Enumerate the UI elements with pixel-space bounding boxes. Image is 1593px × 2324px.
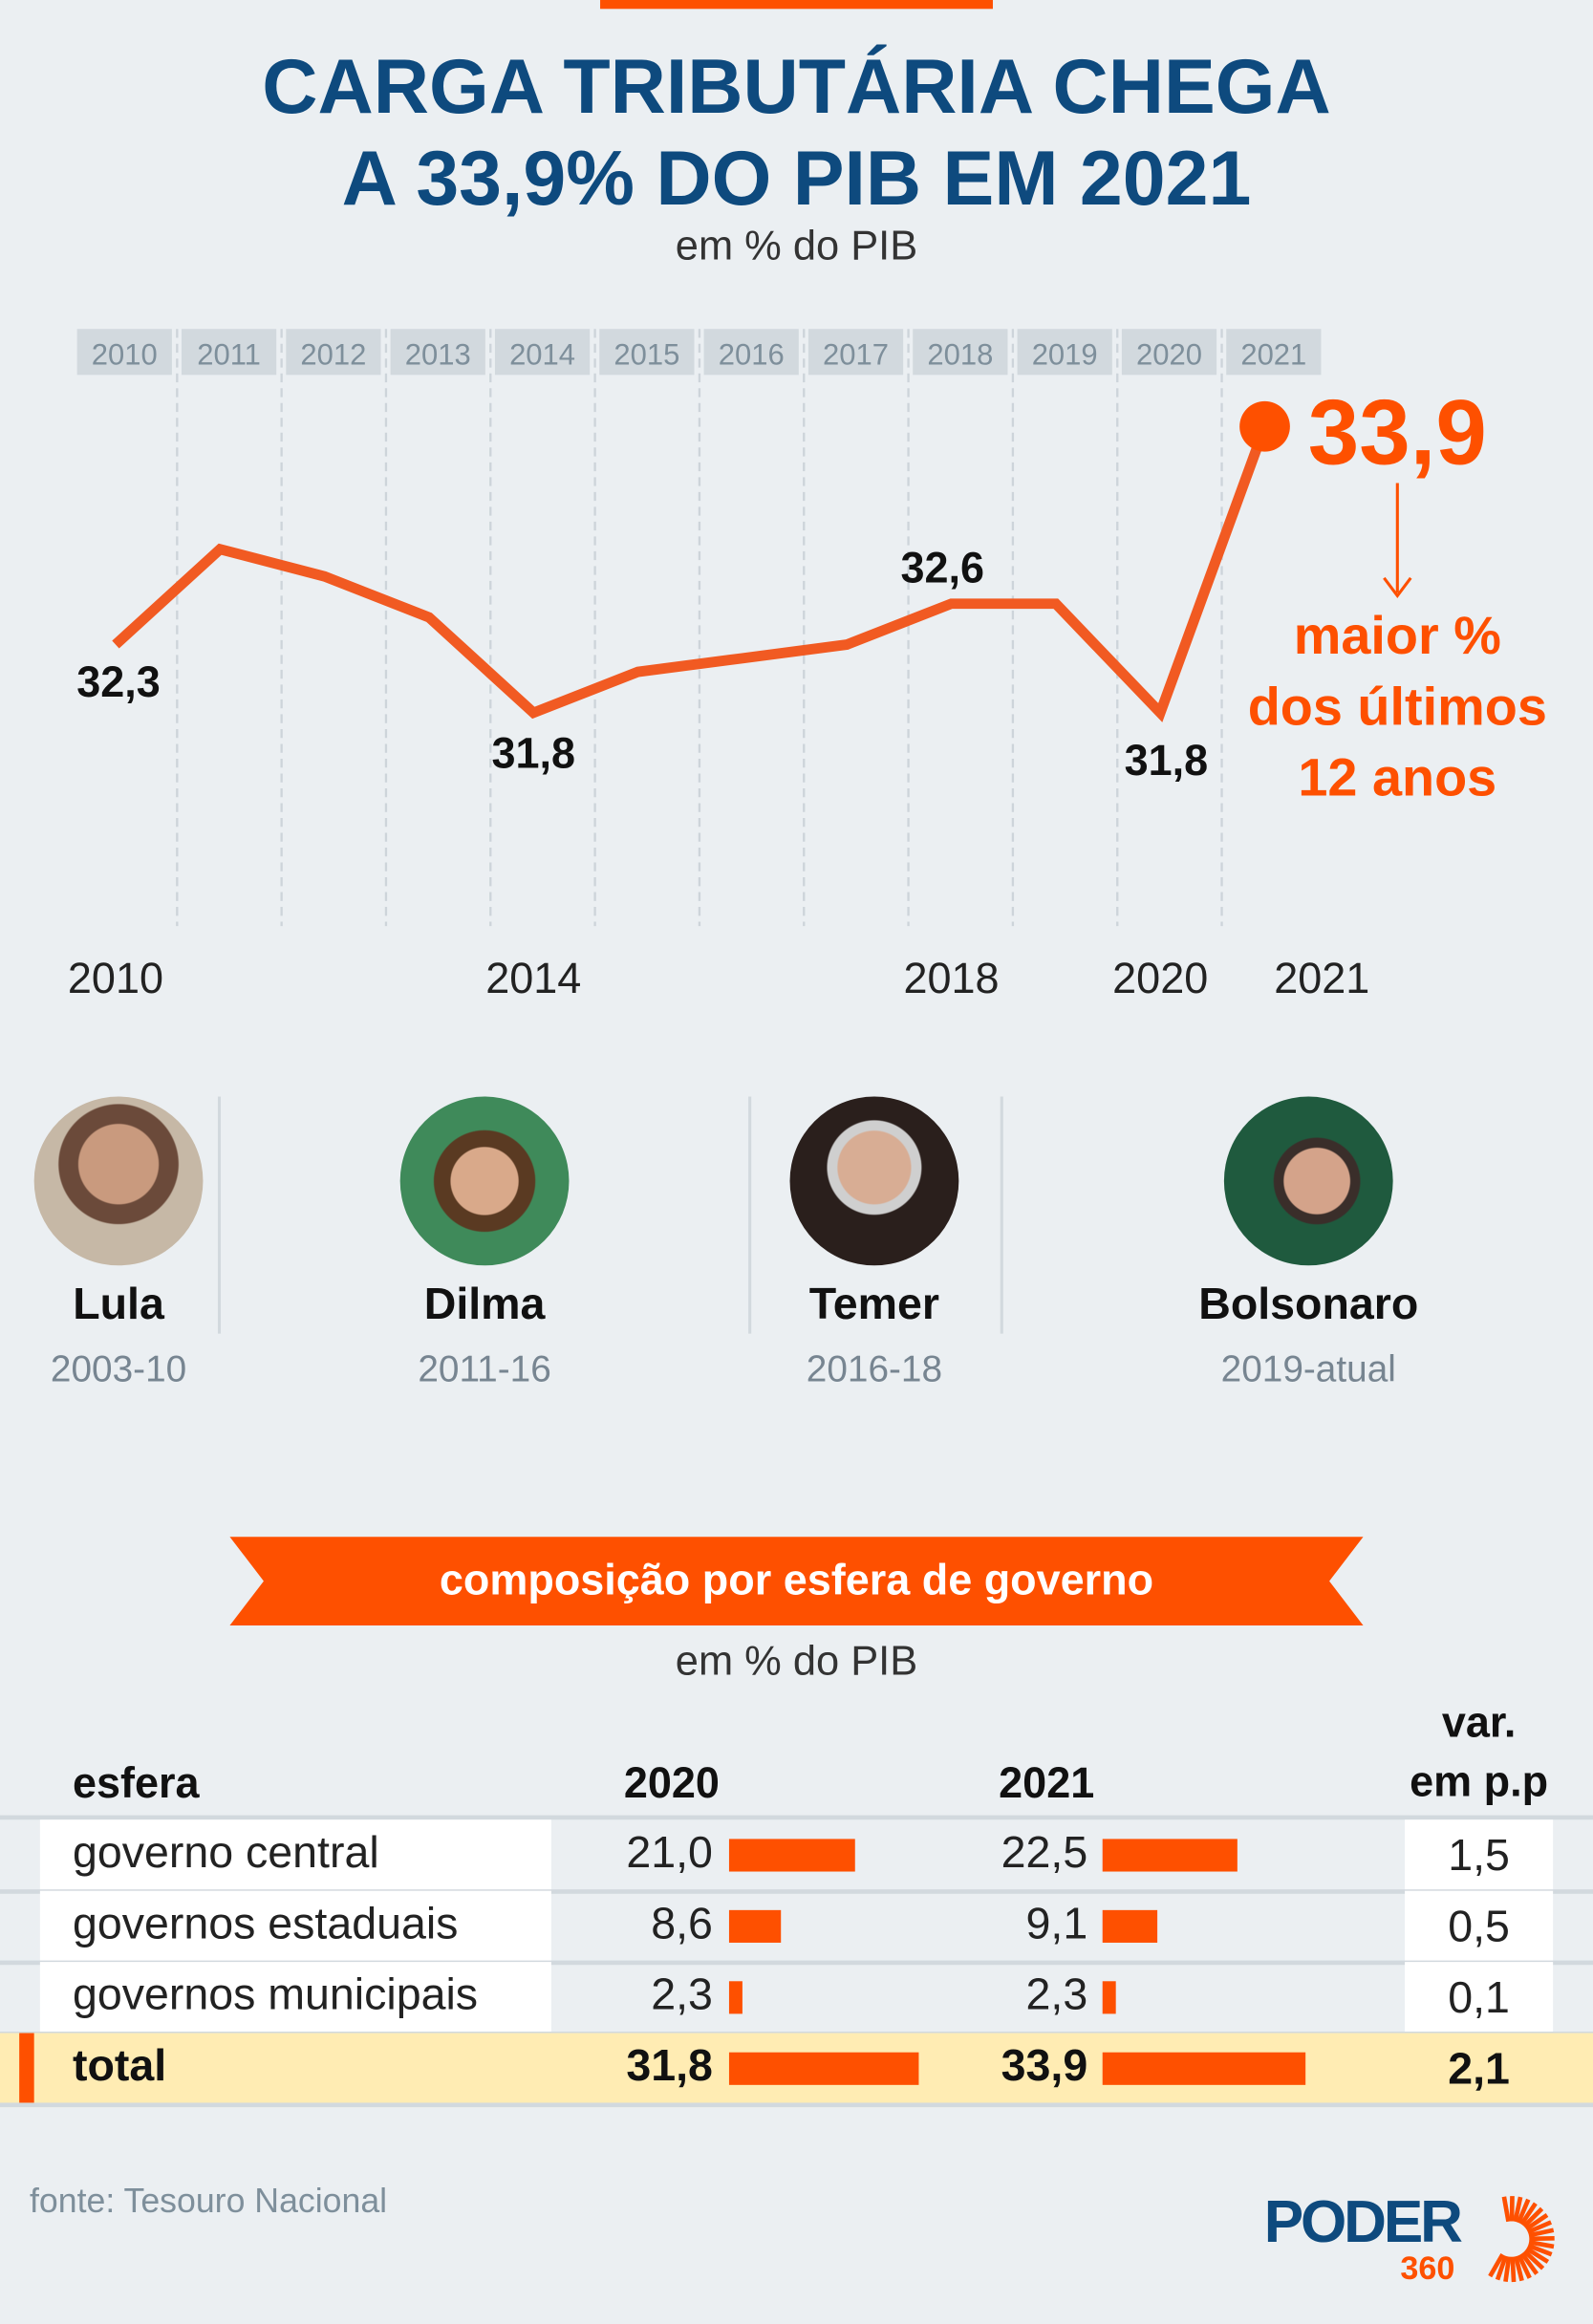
header-var: var. em p.p (1405, 1693, 1553, 1812)
top-tick-label: 2021 (1240, 337, 1306, 371)
table-subtitle: em % do PIB (0, 1638, 1593, 1686)
value-2020: 2,3 (565, 1970, 713, 2021)
row-name: governo central (73, 1829, 379, 1880)
top-tick-label: 2014 (509, 337, 575, 371)
table-row: governos estaduais 8,6 9,1 0,5 (0, 1891, 1593, 1966)
data-label: 32,6 (900, 543, 984, 592)
row-name: total (73, 2042, 166, 2093)
logo-word: PODER (1264, 2190, 1460, 2257)
president-lula: Lula 2003-10 (0, 1097, 267, 1392)
header-2020: 2020 (624, 1760, 720, 1809)
president-bolsonaro: Bolsonaro 2019-atual (1160, 1097, 1456, 1392)
bar-2021 (1103, 1910, 1157, 1943)
lula-photo (34, 1097, 204, 1266)
value-2020: 21,0 (565, 1829, 713, 1880)
president-term: 2003-10 (0, 1348, 267, 1391)
header-esfera: esfera (73, 1760, 200, 1809)
president-term: 2016-18 (726, 1348, 1023, 1391)
bar-2021 (1103, 2053, 1305, 2085)
president-name: Temer (726, 1280, 1023, 1331)
top-tick-label: 2015 (614, 337, 679, 371)
bottom-tick-label: 2014 (485, 954, 581, 1002)
chart-subtitle: em % do PIB (0, 223, 1593, 270)
top-tick-label: 2016 (719, 337, 785, 371)
top-tick-label: 2020 (1136, 337, 1202, 371)
bottom-tick-label: 2010 (68, 954, 163, 1002)
annotation-line: 12 anos (1298, 747, 1496, 807)
data-label: 31,8 (491, 728, 575, 777)
president-name: Lula (0, 1280, 267, 1331)
table-row: governo central 21,0 22,5 1,5 (0, 1819, 1593, 1894)
header-2021: 2021 (999, 1760, 1094, 1809)
variation-value: 0,5 (1405, 1903, 1553, 1953)
bar-2020 (729, 2053, 919, 2085)
top-tick-label: 2012 (300, 337, 366, 371)
bottom-tick-label: 2018 (904, 954, 1000, 1002)
line-chart: 2010 2011 2012 2013 2014 2015 2016 2017 2018 2019… (0, 296, 1593, 1037)
series-line (116, 426, 1265, 713)
page-title: CARGA TRIBUTÁRIA CHEGA A 33,9% DO PIB EM… (0, 41, 1593, 225)
table-row: governos municipais 2,3 2,3 0,1 (0, 1962, 1593, 2036)
bar-2021 (1103, 1981, 1116, 2013)
logo-number: 360 (1400, 2249, 1454, 2288)
bar-2020 (729, 1910, 781, 1943)
top-tick-label: 2010 (92, 337, 158, 371)
header-var-line1: var. (1405, 1693, 1553, 1753)
value-2020: 8,6 (565, 1900, 713, 1950)
section-banner: composição por esfera de governo (229, 1537, 1363, 1625)
top-tick-label: 2011 (197, 337, 261, 371)
bottom-tick-label: 2021 (1274, 954, 1369, 1002)
bolsonaro-photo (1224, 1097, 1393, 1266)
row-name: governos municipais (73, 1970, 478, 2021)
top-accent-bar (600, 0, 993, 9)
variation-value: 1,5 (1405, 1832, 1553, 1883)
bottom-tick-label: 2020 (1112, 954, 1208, 1002)
variation-value: 0,1 (1405, 1974, 1553, 2025)
bar-2020 (729, 1981, 743, 2013)
top-tick-label: 2013 (405, 337, 471, 371)
highlight-value-label: 33,9 (1308, 381, 1487, 484)
value-2021: 2,3 (939, 1970, 1087, 2021)
variation-value: 2,1 (1405, 2045, 1553, 2096)
data-point (1239, 401, 1290, 452)
header-var-line2: em p.p (1405, 1753, 1553, 1812)
bar-2021 (1103, 1839, 1238, 1871)
data-label: 32,3 (76, 657, 161, 706)
annotation-line: maior % (1294, 605, 1501, 665)
sun-ray (1513, 2257, 1514, 2282)
title-line-1: CARGA TRIBUTÁRIA CHEGA (0, 41, 1593, 133)
top-tick-label: 2019 (1032, 337, 1098, 371)
president-name: Bolsonaro (1160, 1280, 1456, 1331)
president-temer: Temer 2016-18 (726, 1097, 1023, 1392)
row-name: governos estaduais (73, 1900, 458, 1950)
president-term: 2011-16 (336, 1348, 633, 1391)
total-row: total 31,8 33,9 2,1 (0, 2034, 1593, 2108)
poder360-logo: PODER 360 (1264, 2190, 1561, 2294)
sun-ray (1504, 2197, 1509, 2222)
dilma-photo (400, 1097, 570, 1266)
title-line-2: A 33,9% DO PIB EM 2021 (0, 134, 1593, 226)
bar-2020 (729, 1839, 854, 1871)
sun-logo-icon (1466, 2193, 1558, 2285)
value-2021: 9,1 (939, 1900, 1087, 1950)
president-term: 2019-atual (1160, 1348, 1456, 1391)
data-label: 31,8 (1125, 736, 1209, 785)
value-2021: 33,9 (939, 2042, 1087, 2093)
top-tick-label: 2018 (927, 337, 993, 371)
temer-photo (790, 1097, 959, 1266)
president-name: Dilma (336, 1280, 633, 1331)
president-dilma: Dilma 2011-16 (336, 1097, 633, 1392)
annotation-line: dos últimos (1248, 676, 1547, 736)
total-marker (19, 2034, 34, 2103)
top-tick-label: 2017 (823, 337, 889, 371)
value-2020: 31,8 (565, 2042, 713, 2093)
value-2021: 22,5 (939, 1829, 1087, 1880)
source-note: fonte: Tesouro Nacional (30, 2182, 387, 2222)
